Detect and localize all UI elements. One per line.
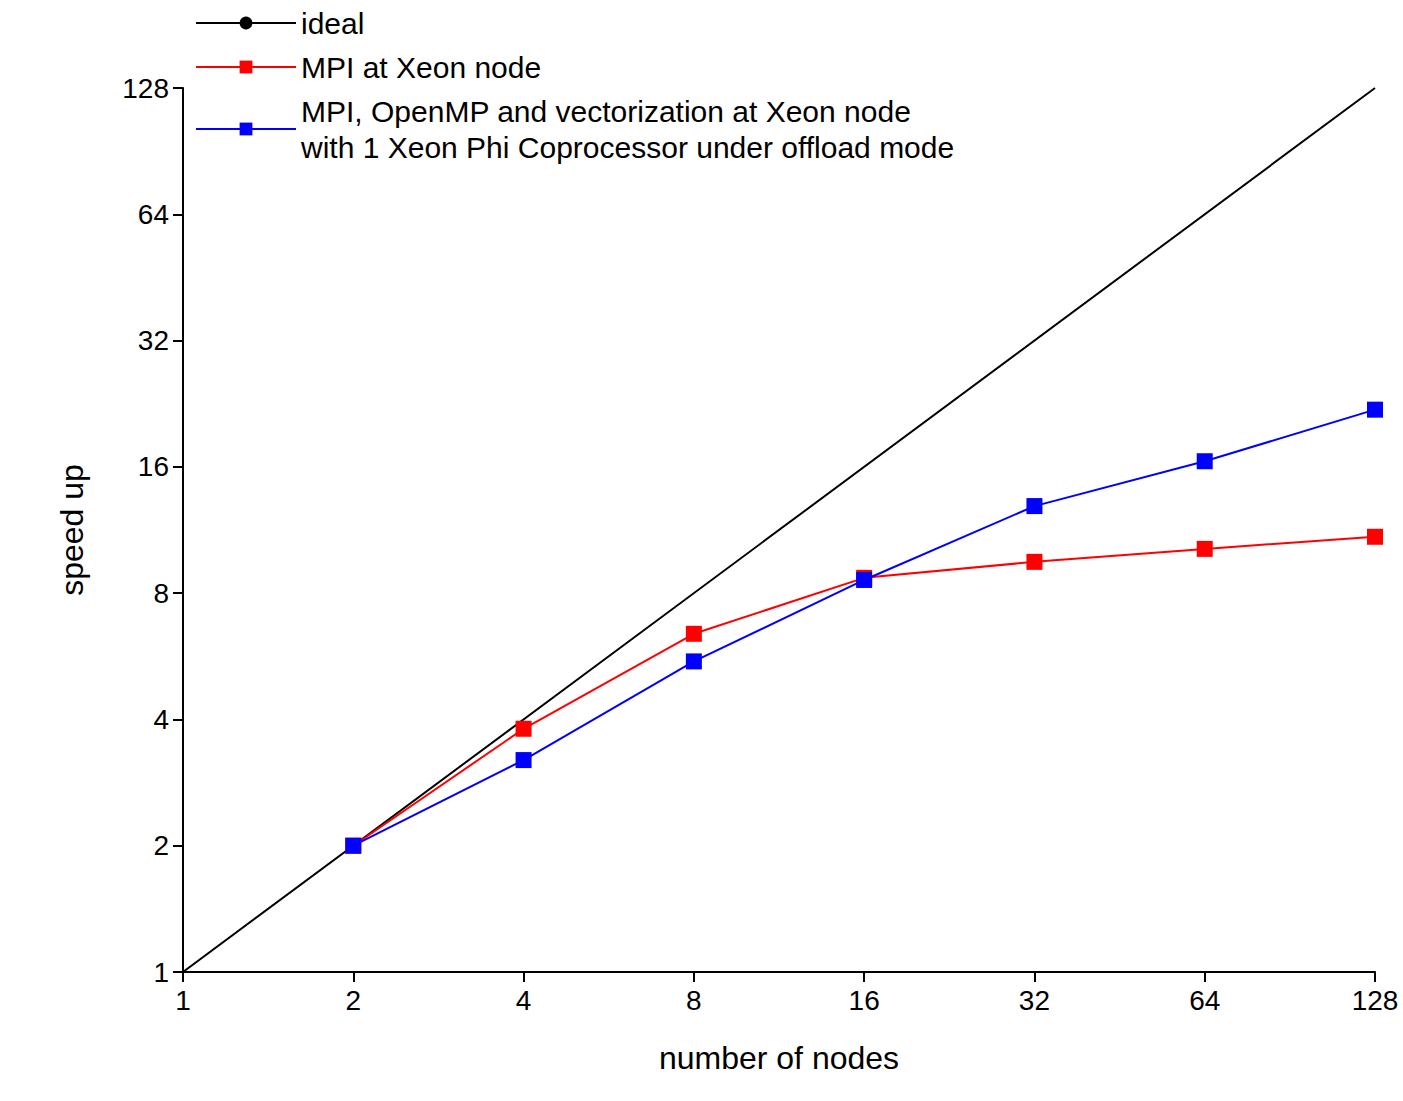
svg-text:1: 1 bbox=[175, 985, 191, 1016]
svg-text:MPI, OpenMP and vectorization: MPI, OpenMP and vectorization at Xeon no… bbox=[301, 95, 911, 128]
svg-text:2: 2 bbox=[345, 985, 361, 1016]
svg-text:32: 32 bbox=[138, 325, 169, 356]
svg-text:8: 8 bbox=[153, 578, 169, 609]
svg-text:number of nodes: number of nodes bbox=[659, 1040, 899, 1076]
svg-text:with 1 Xeon Phi Coprocessor un: with 1 Xeon Phi Coprocessor under offloa… bbox=[300, 131, 954, 164]
svg-text:8: 8 bbox=[686, 985, 702, 1016]
svg-text:4: 4 bbox=[516, 985, 532, 1016]
svg-text:MPI at Xeon node: MPI at Xeon node bbox=[301, 51, 541, 84]
svg-text:16: 16 bbox=[849, 985, 880, 1016]
svg-text:64: 64 bbox=[1189, 985, 1220, 1016]
svg-text:2: 2 bbox=[153, 830, 169, 861]
svg-text:64: 64 bbox=[138, 199, 169, 230]
svg-text:16: 16 bbox=[138, 451, 169, 482]
svg-text:128: 128 bbox=[122, 73, 169, 104]
svg-text:1: 1 bbox=[153, 957, 169, 988]
svg-text:32: 32 bbox=[1019, 985, 1050, 1016]
svg-text:speed up: speed up bbox=[54, 464, 90, 596]
svg-text:ideal: ideal bbox=[301, 7, 364, 40]
svg-text:4: 4 bbox=[153, 704, 169, 735]
svg-text:128: 128 bbox=[1352, 985, 1399, 1016]
